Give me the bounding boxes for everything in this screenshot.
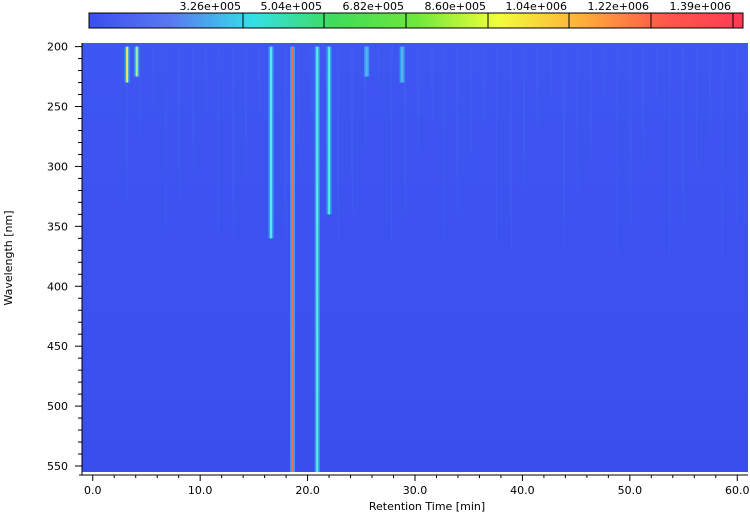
y-tick-label: 300	[47, 160, 68, 173]
y-tick-label: 250	[47, 101, 68, 114]
x-axis: 0.0 10.0 20.0 30.0 40.0 50.0 60.0	[84, 475, 750, 497]
colorbar-tick-label: 8.60e+005	[425, 0, 486, 13]
x-tick-label: 0.0	[84, 484, 102, 497]
peak-band	[270, 46, 273, 239]
x-tick-label: 60.0	[725, 484, 750, 497]
x-tick-label: 30.0	[403, 484, 428, 497]
y-tick-label: 550	[47, 460, 68, 473]
x-tick-label: 10.0	[188, 484, 213, 497]
colorbar-tick-label: 6.82e+005	[343, 0, 404, 13]
x-axis-label: Retention Time [min]	[369, 500, 485, 513]
peak-band	[401, 46, 404, 83]
peak-band	[328, 46, 331, 215]
peak-band	[316, 46, 319, 472]
colorbar-tick-label: 1.04e+006	[506, 0, 567, 13]
y-axis-label: Wavelength [nm]	[2, 210, 15, 305]
y-tick-label: 500	[47, 400, 68, 413]
y-tick-label: 450	[47, 340, 68, 353]
y-tick-label: 200	[47, 41, 68, 54]
heatmap-background	[82, 43, 748, 472]
x-tick-label: 40.0	[510, 484, 535, 497]
y-axis: 200 250 300 350 400 450 500 550	[47, 41, 82, 473]
x-tick-label: 20.0	[295, 484, 320, 497]
colorbar-tick-label: 1.22e+006	[588, 0, 649, 13]
peak-band	[291, 46, 294, 472]
colorbar: 3.26e+005 5.04e+005 6.82e+005 8.60e+005 1.04…	[88, 0, 744, 29]
colorbar-tick-label: 3.26e+005	[180, 0, 241, 13]
colorbar-tick-label: 1.39e+006	[670, 0, 731, 13]
y-tick-label: 400	[47, 280, 68, 293]
colorbar-gradient	[88, 12, 744, 29]
colorbar-tick-label: 5.04e+005	[261, 0, 322, 13]
y-tick-label: 350	[47, 220, 68, 233]
plot-area	[79, 43, 748, 476]
x-tick-label: 50.0	[618, 484, 643, 497]
peak-band	[135, 46, 138, 77]
peak-band	[365, 46, 368, 77]
peak-band	[126, 46, 129, 83]
